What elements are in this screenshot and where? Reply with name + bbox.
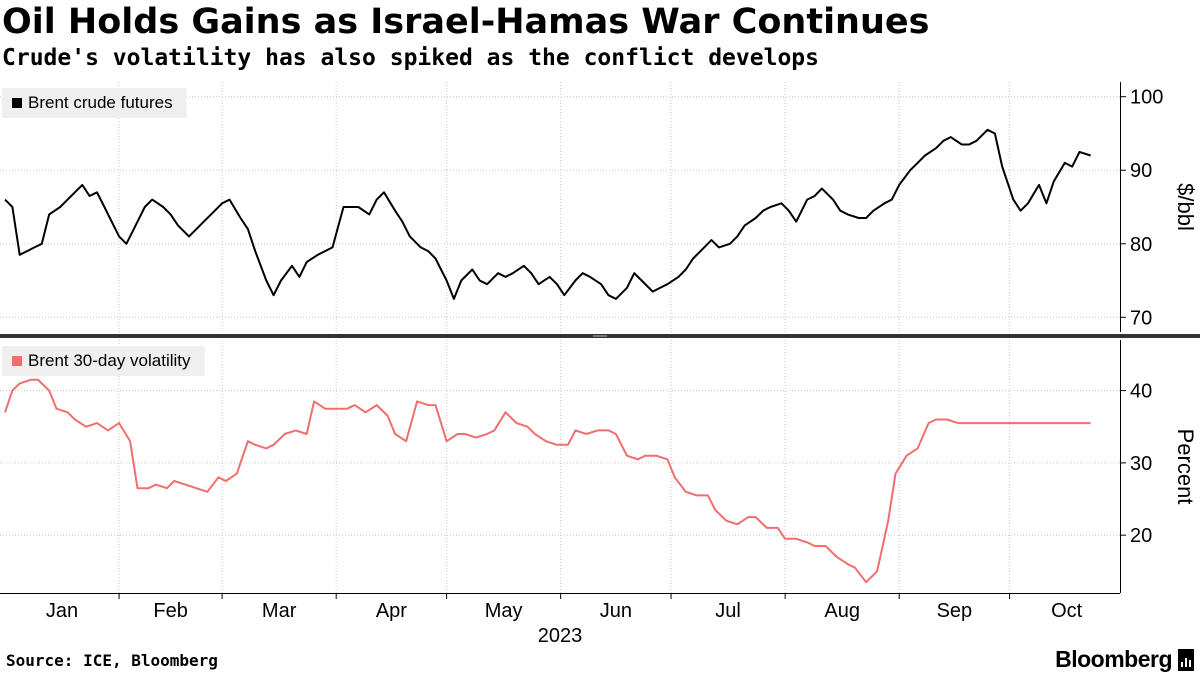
y-axis-title: $/bbl (1173, 183, 1198, 231)
x-axis-year-label: 2023 (538, 625, 583, 647)
chart-title: Oil Holds Gains as Israel-Hamas War Cont… (2, 2, 930, 42)
x-tick-label: Apr (376, 600, 407, 622)
y-tick-label: 90 (1130, 160, 1152, 182)
legend-box (2, 88, 187, 118)
volatility-line (4, 378, 1091, 584)
x-tick-label: Sep (937, 600, 973, 622)
y-tick-label: 30 (1130, 453, 1152, 475)
x-tick-label: Jan (46, 600, 78, 622)
x-tick-label: Feb (153, 600, 187, 622)
y-tick-label: 20 (1130, 525, 1152, 547)
chart-subtitle: Crude's volatility has also spiked as th… (2, 45, 819, 71)
legend-label: Brent 30-day volatility (28, 351, 191, 370)
y-axis-title: Percent (1173, 429, 1198, 505)
legend-swatch (12, 356, 22, 366)
legend-label: Brent crude futures (28, 93, 173, 112)
legend-box (2, 346, 205, 376)
y-tick-label: 40 (1130, 381, 1152, 403)
brent-price-line (4, 128, 1091, 300)
x-tick-label: May (485, 600, 523, 622)
x-tick-label: Aug (824, 600, 860, 622)
y-tick-label: 70 (1130, 307, 1152, 329)
source-note: Source: ICE, Bloomberg (6, 651, 218, 670)
bloomberg-mark-icon (1178, 649, 1194, 671)
x-tick-label: Jun (600, 600, 632, 622)
x-tick-label: Jul (715, 600, 741, 622)
legend-swatch (12, 98, 22, 108)
bloomberg-logo: Bloomberg (1055, 646, 1172, 672)
x-tick-label: Mar (262, 600, 297, 622)
y-tick-label: 100 (1130, 87, 1163, 109)
legend: Brent crude futures (2, 88, 187, 118)
x-tick-label: Oct (1051, 600, 1083, 622)
y-tick-label: 80 (1130, 234, 1152, 256)
legend: Brent 30-day volatility (2, 346, 205, 376)
